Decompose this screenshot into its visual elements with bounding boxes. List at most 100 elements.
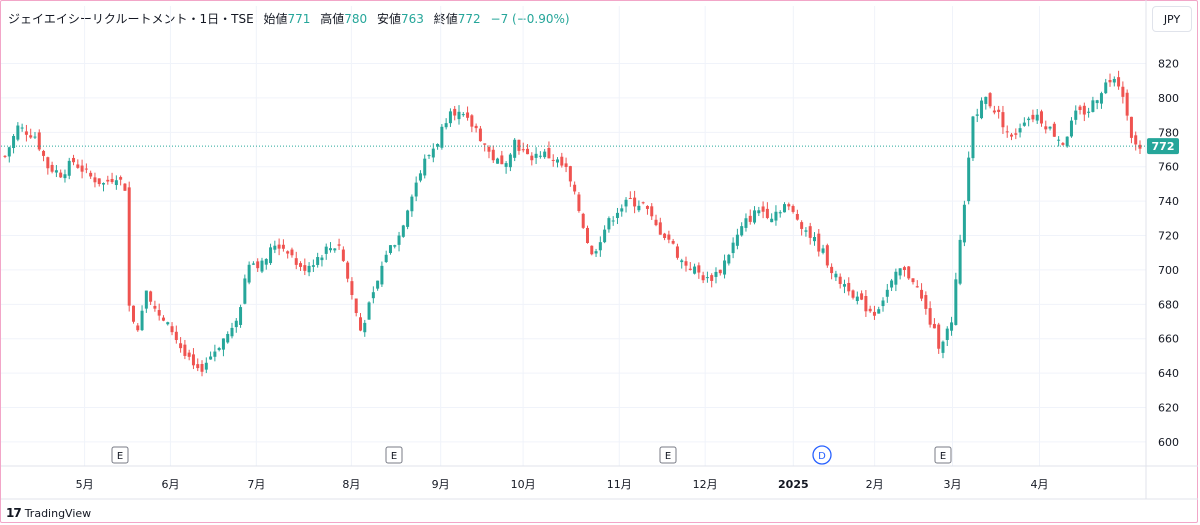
candle-body (705, 277, 709, 279)
candle-body (320, 257, 324, 261)
candle-body (860, 293, 864, 300)
currency-button[interactable]: JPY (1152, 6, 1192, 32)
candle-body (1134, 135, 1138, 145)
candle-body (924, 295, 928, 309)
x-tick-label: 7月 (247, 478, 265, 491)
candle-body (615, 212, 619, 219)
candle-body (517, 139, 521, 151)
candle-body (406, 210, 410, 227)
candle-body (1112, 78, 1116, 83)
x-tick-label: 5月 (76, 478, 94, 491)
event-marker-label: D (818, 451, 826, 462)
candle-body (37, 132, 41, 150)
candle-body (975, 114, 979, 116)
candle-body (577, 194, 581, 211)
candle-body (911, 278, 915, 283)
candle-body (1078, 106, 1082, 111)
candle-body (221, 338, 225, 350)
candle-body (774, 211, 778, 221)
candle-body (688, 268, 692, 270)
candle-body (453, 108, 457, 116)
candle-body (513, 139, 517, 158)
y-tick-label: 620 (1158, 402, 1179, 415)
candle-body (855, 296, 859, 302)
candle-body (290, 249, 294, 256)
candle-body (787, 204, 791, 207)
candle-body (530, 155, 534, 161)
candle-body (1117, 77, 1121, 87)
y-tick-label: 640 (1158, 367, 1179, 380)
candle-body (800, 222, 804, 229)
low-label: 安値 (377, 12, 402, 26)
candle-body (410, 196, 414, 212)
candle-body (761, 206, 765, 212)
candle-body (950, 322, 954, 331)
candle-body (778, 212, 782, 214)
candle-body (753, 210, 757, 223)
candle-body (80, 165, 84, 172)
candle-body (496, 158, 500, 164)
candle-body (1121, 86, 1125, 97)
candle-body (110, 178, 114, 183)
x-tick-label: 10月 (511, 478, 536, 491)
candle-body (483, 143, 487, 145)
candle-body (136, 325, 140, 331)
candle-body (119, 177, 123, 180)
candle-body (945, 328, 949, 340)
y-tick-label: 720 (1158, 230, 1179, 243)
candle-body (598, 242, 602, 251)
candle-body (46, 157, 50, 169)
candle-body (427, 155, 431, 157)
candle-body (114, 180, 118, 186)
candle-body (718, 269, 722, 274)
candle-body (260, 260, 264, 272)
candle-body (333, 248, 337, 251)
tradingview-brand: 17 TradingView (6, 506, 91, 520)
candle-body (354, 298, 358, 314)
candle-body (710, 275, 714, 281)
candle-body (902, 267, 906, 270)
candle-body (834, 273, 838, 278)
candle-body (418, 173, 422, 181)
x-tick-label: 12月 (693, 478, 718, 491)
candle-body (461, 114, 465, 116)
candle-body (1057, 139, 1061, 141)
candle-body (1129, 116, 1133, 138)
candle-body (663, 233, 667, 239)
candle-body (547, 147, 551, 159)
candle-body (791, 206, 795, 212)
candle-body (594, 251, 598, 254)
candle-body (526, 148, 530, 155)
candle-body (337, 244, 341, 246)
candle-body (367, 302, 371, 320)
candle-body (808, 226, 812, 238)
x-tick-label: 3月 (943, 478, 961, 491)
candle-body (97, 178, 101, 185)
candle-body (423, 158, 427, 176)
candle-body (881, 300, 885, 307)
candle-body (234, 320, 238, 328)
event-marker-label: E (117, 451, 123, 462)
candle-body (585, 227, 589, 243)
candle-body (890, 280, 894, 288)
candle-body (457, 111, 461, 120)
candle-body (1001, 112, 1005, 128)
symbol-title[interactable]: ジェイエイシーリクルートメント・1日・TSE (8, 12, 254, 26)
candle-body (161, 317, 165, 321)
candle-body (401, 225, 405, 237)
candle-body (209, 356, 213, 360)
candle-body (735, 234, 739, 246)
candle-body (590, 245, 594, 255)
candle-body (620, 208, 624, 212)
candle-body (436, 144, 440, 147)
candle-body (33, 136, 37, 138)
candle-body (864, 296, 868, 312)
candle-body (397, 235, 401, 245)
candle-body (166, 322, 170, 325)
last-price-tag (1147, 138, 1179, 155)
candle-body (671, 240, 675, 244)
candle-body (307, 265, 311, 273)
x-tick-label: 8月 (342, 478, 360, 491)
candle-body (885, 289, 889, 297)
